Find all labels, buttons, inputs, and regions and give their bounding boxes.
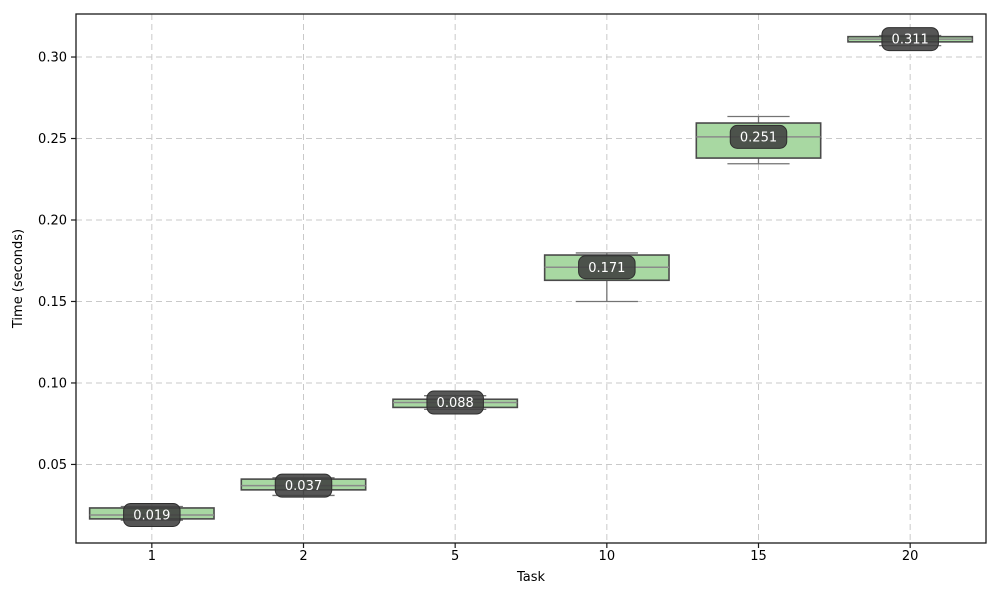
- value-label-box: [123, 502, 181, 527]
- x-tick-label: 2: [299, 549, 307, 564]
- value-label: 0.311: [892, 33, 929, 48]
- y-tick-label: 0.30: [38, 51, 67, 66]
- axes-spines: [75, 13, 987, 544]
- value-label-box: [729, 124, 788, 149]
- box-group-task-1: 0.019: [88, 502, 215, 527]
- box-group-task-10: 0.171: [543, 252, 670, 303]
- value-label: 0.251: [740, 130, 777, 145]
- value-label: 0.037: [285, 479, 322, 494]
- value-label-box: [881, 27, 939, 52]
- x-tick-label: 15: [750, 549, 767, 564]
- value-label-box: [274, 473, 333, 498]
- x-tick-label: 1: [148, 549, 156, 564]
- y-tick-label: 0.05: [38, 458, 67, 473]
- y-tick-label: 0.10: [38, 376, 67, 391]
- box-group-task-15: 0.251: [695, 115, 822, 165]
- value-label-box: [426, 390, 484, 415]
- value-label: 0.171: [588, 261, 625, 276]
- x-tick-label: 5: [451, 549, 459, 564]
- y-axis-label: Time (seconds): [11, 229, 26, 329]
- x-tick-label: 10: [599, 549, 616, 564]
- box-group-task-20: 0.311: [847, 27, 974, 52]
- value-label: 0.019: [133, 508, 170, 523]
- y-tick-label: 0.15: [38, 295, 67, 310]
- boxes-layer: 0.019 0.037 0.088 0.171 0.251 0.311: [88, 27, 974, 527]
- ticks-layer: 1 2 5 10 15 20 0.05 0.10 0.15 0.20 0.25 0.30: [38, 51, 918, 564]
- x-axis-label: Task: [516, 570, 546, 585]
- y-tick-label: 0.25: [38, 132, 67, 147]
- y-tick-label: 0.20: [38, 213, 67, 228]
- box-group-task-5: 0.088: [392, 390, 519, 415]
- value-label-box: [578, 255, 636, 280]
- x-tick-label: 20: [902, 549, 919, 564]
- value-label: 0.088: [437, 396, 474, 411]
- grid-layer: [76, 14, 986, 543]
- box-group-task-2: 0.037: [240, 473, 367, 498]
